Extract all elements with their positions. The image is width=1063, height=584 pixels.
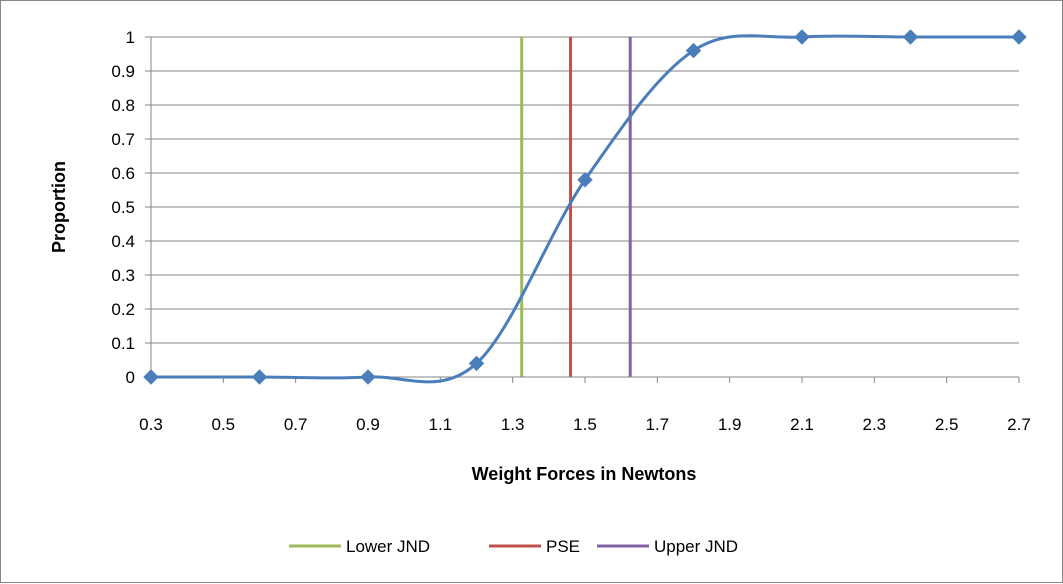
data-point (1011, 29, 1027, 45)
x-axis-title: Weight Forces in Newtons (472, 464, 697, 484)
y-tick-label: 0.4 (111, 232, 135, 251)
y-tick-label: 0.2 (111, 300, 135, 319)
x-tick-label: 0.7 (284, 415, 308, 434)
legend-label: Lower JND (346, 537, 430, 556)
series-layer (143, 29, 1027, 385)
legend: Lower JND PSE Upper JND (289, 537, 738, 556)
data-point (902, 29, 919, 45)
y-axis-title: Proportion (49, 161, 69, 253)
x-tick-label: 0.5 (212, 415, 236, 434)
y-tick-label: 1 (126, 28, 135, 47)
series-line (151, 34, 1019, 384)
y-tick-label: 0.7 (111, 130, 135, 149)
x-tick-label: 1.9 (718, 415, 742, 434)
data-point (685, 42, 702, 59)
data-point (251, 369, 268, 385)
axes (145, 36, 1020, 383)
y-tick-label: 0 (126, 368, 135, 387)
x-tick-label: 1.3 (501, 415, 525, 434)
x-tick-label: 1.7 (646, 415, 670, 434)
y-tick-label: 0.8 (111, 96, 135, 115)
gridlines (151, 36, 1019, 344)
y-tick-label: 0.9 (111, 62, 135, 81)
x-tick-label: 2.3 (863, 415, 887, 434)
y-tick-label: 0.3 (111, 266, 135, 285)
x-tick-label: 2.1 (790, 415, 814, 434)
data-point (468, 355, 485, 372)
x-tick-label: 1.1 (429, 415, 453, 434)
data-point (577, 172, 593, 188)
reference-lines (520, 37, 632, 377)
x-tick-label: 1.5 (573, 415, 597, 434)
x-tick-label: 0.3 (139, 415, 163, 434)
x-tick-label: 2.5 (935, 415, 959, 434)
tick-labels: 0 0.1 0.2 0.3 0.4 0.5 0.6 0.7 0.8 0.9 1 0.3 0.5 0.7 0.… (111, 28, 1030, 434)
data-point (143, 369, 159, 385)
x-tick-label: 2.7 (1007, 415, 1031, 434)
data-point (360, 369, 376, 385)
legend-label: Upper JND (654, 537, 738, 556)
legend-label: PSE (546, 537, 580, 556)
y-tick-label: 0.6 (111, 164, 135, 183)
y-tick-label: 0.1 (111, 334, 135, 353)
y-tick-label: 0.5 (111, 198, 135, 217)
data-point (794, 29, 810, 45)
x-tick-label: 0.9 (356, 415, 380, 434)
